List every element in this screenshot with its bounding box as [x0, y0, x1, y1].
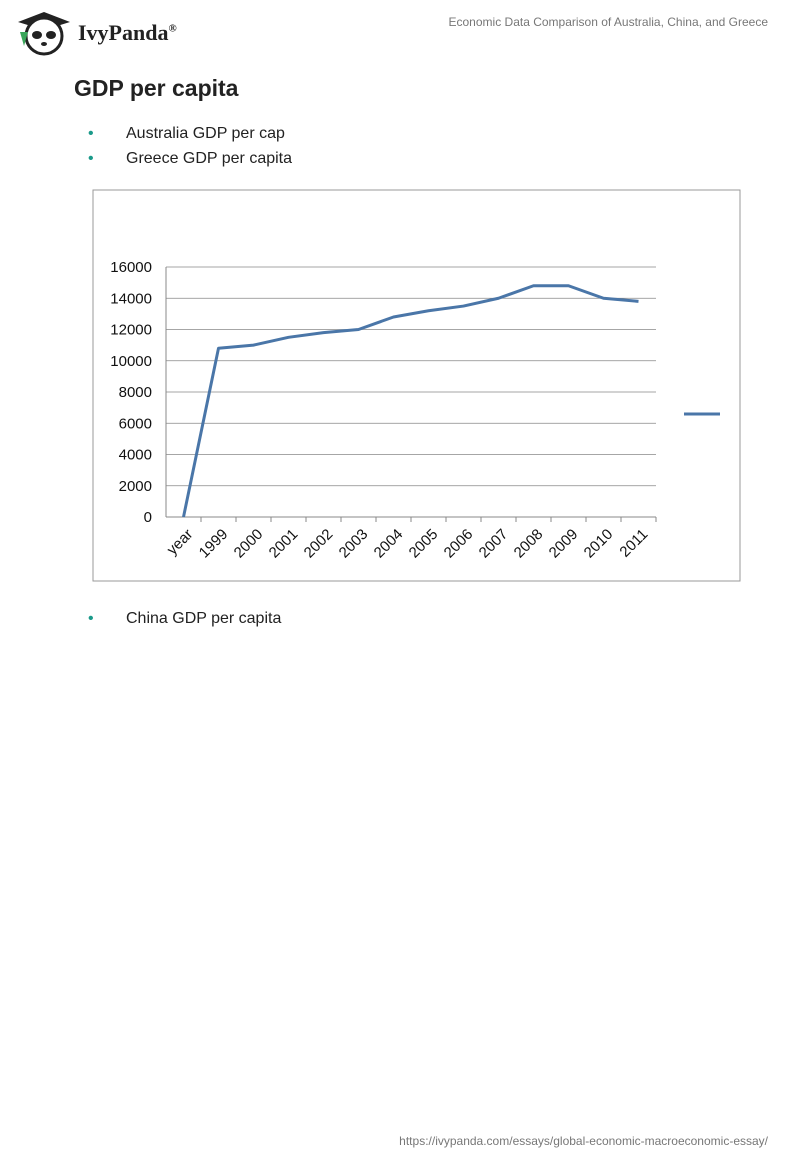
heading: GDP per capita [74, 75, 239, 101]
bullet-item: China GDP per capita [88, 610, 281, 635]
logo: IvyPanda® [78, 20, 177, 46]
y-tick-label: 6000 [119, 415, 152, 432]
footer-url: https://ivypanda.com/essays/global-econo… [399, 1134, 768, 1148]
y-tick-label: 2000 [119, 478, 152, 495]
y-tick-label: 14000 [110, 290, 152, 307]
bullet-item: Australia GDP per cap [88, 125, 292, 150]
y-tick-label: 12000 [110, 322, 152, 339]
chart-frame [92, 189, 741, 582]
y-tick-label: 0 [144, 509, 152, 526]
y-tick-label: 8000 [119, 384, 152, 401]
logo-icon [18, 12, 70, 56]
chart: 0200040006000800010000120001400016000yea… [92, 189, 741, 582]
series-line [182, 284, 639, 518]
logo-mark: ® [168, 22, 177, 35]
y-tick-label: 10000 [110, 353, 152, 370]
y-tick-label: 4000 [119, 447, 152, 464]
bullet-list: China GDP per capita [88, 610, 281, 635]
doc-title: Economic Data Comparison of Australia, C… [448, 15, 769, 29]
logo-text: IvyPanda [78, 20, 169, 45]
y-tick-label: 16000 [110, 259, 152, 276]
bullet-item: Greece GDP per capita [88, 150, 292, 175]
bullet-list: Australia GDP per capGreece GDP per capi… [88, 125, 292, 175]
